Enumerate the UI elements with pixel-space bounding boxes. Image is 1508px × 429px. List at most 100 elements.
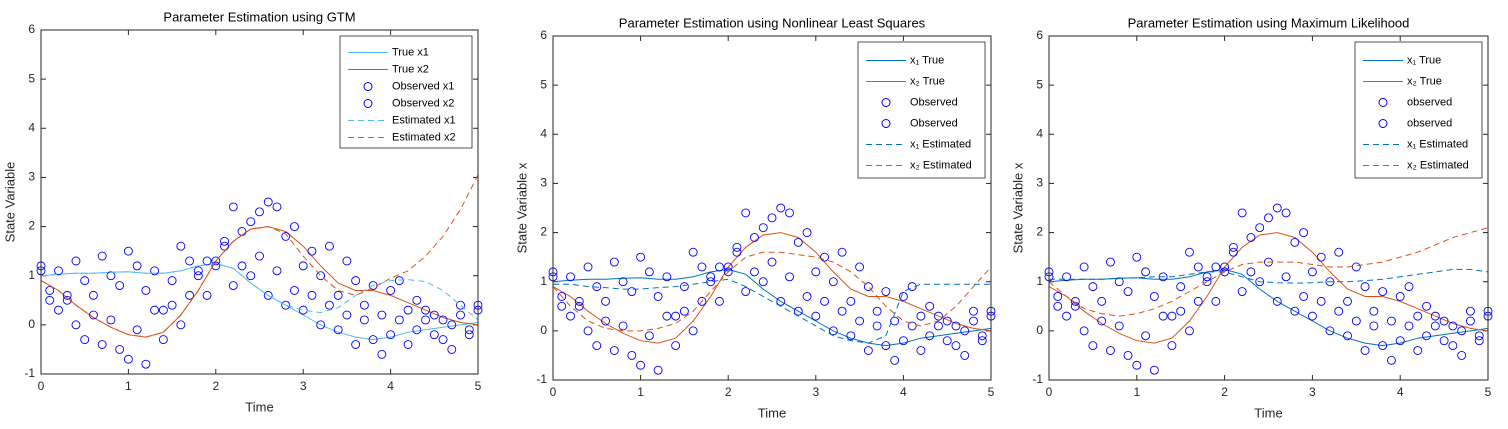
observed-point [750, 267, 759, 277]
observed-point [811, 267, 821, 277]
observed-point [846, 296, 856, 306]
observed-point [1386, 316, 1396, 326]
x-tick-label: 4 [900, 385, 907, 399]
legend-label: Estimated x2 [392, 131, 456, 143]
observed-point [150, 305, 160, 315]
observed-point [324, 241, 334, 251]
observed-point [1404, 282, 1414, 292]
x-tick-label: 1 [1133, 385, 1140, 399]
legend-marker [881, 98, 891, 107]
observed-point [1176, 306, 1186, 316]
observed-point [80, 335, 90, 345]
observed-point [368, 335, 378, 345]
observed-point [1325, 277, 1335, 287]
legend-label: Estimated x1 [392, 114, 456, 126]
observed-point [1149, 292, 1159, 301]
observed-point [123, 354, 133, 364]
observed-point [627, 350, 637, 360]
observed-point [627, 287, 637, 296]
y-tick-label: 2 [540, 225, 547, 239]
axes-box [40, 29, 479, 375]
observed-point [758, 277, 768, 287]
observed-point [1378, 341, 1388, 351]
legend-marker [363, 99, 373, 108]
observed-point [1255, 223, 1265, 233]
observed-point [1343, 331, 1352, 341]
x-tick-label: 2 [725, 385, 732, 399]
observed-point [644, 267, 654, 277]
observed-point [237, 261, 247, 271]
observed-point [697, 296, 707, 306]
observed-point [115, 344, 125, 354]
x-tick-label: 3 [1309, 385, 1316, 399]
observed-point [890, 355, 900, 365]
observed-point [115, 281, 125, 290]
observed-point [132, 325, 142, 335]
legend-box [1354, 41, 1483, 179]
true-line [552, 232, 992, 344]
observed-point [566, 311, 575, 321]
observed-point [828, 326, 838, 336]
observed-point [1132, 252, 1142, 262]
observed-point [776, 203, 786, 213]
observed-point [1141, 267, 1151, 277]
observed-point [193, 271, 203, 281]
observed-point [1299, 292, 1309, 301]
y-tick-label: 0 [28, 317, 35, 331]
legend-label: Observed x1 [392, 80, 454, 92]
observed-point [837, 247, 847, 257]
observed-point [141, 286, 151, 295]
observed-point [447, 344, 457, 354]
observed-point [290, 222, 299, 232]
observed-point [1246, 233, 1256, 242]
observed-point [653, 292, 663, 301]
x-tick-label: 0 [1046, 385, 1053, 399]
panel: Parameter Estimation using GTM Time State … [2, 9, 483, 414]
observed-point [1395, 292, 1405, 301]
x-tick-label: 3 [812, 385, 819, 399]
observed-point [969, 316, 978, 326]
y-axis-label: State Variable x [1010, 162, 1025, 253]
observed-point [1246, 267, 1256, 277]
panel: Parameter Estimation using Nonlinear Lea… [514, 15, 996, 420]
y-tick-label: 0 [1036, 323, 1043, 337]
legend-box [339, 35, 473, 149]
y-tick-label: 3 [1036, 176, 1043, 190]
observed-point [106, 271, 116, 281]
observed-point [688, 326, 698, 336]
observed-point [351, 340, 361, 349]
estimated-line [40, 174, 479, 338]
observed-point [601, 296, 611, 306]
y-tick-label: 6 [1036, 28, 1043, 42]
x-tick-label: 5 [1485, 385, 1492, 399]
observed-point [1193, 296, 1203, 306]
observed-point [412, 295, 422, 305]
observed-point [307, 290, 317, 300]
y-tick-label: 2 [1036, 225, 1043, 239]
observed-point [263, 290, 273, 300]
observed-point [1351, 316, 1361, 326]
observed-point [820, 296, 830, 306]
observed-point [386, 286, 396, 295]
observed-point [106, 315, 116, 325]
observed-point [272, 266, 282, 276]
observed-point [863, 282, 873, 292]
legend-label: x₁ Estimated [910, 138, 971, 150]
observed-point [1167, 341, 1177, 351]
observed-point [767, 257, 777, 267]
observed-point [557, 292, 567, 301]
observed-point [1457, 326, 1467, 336]
legend-label: Observed [910, 117, 958, 129]
observed-point [1088, 341, 1098, 351]
observed-point [1439, 316, 1449, 326]
observed-point [377, 349, 387, 359]
observed-point [1202, 277, 1212, 287]
estimated-line [1048, 227, 1489, 317]
observed-point [697, 262, 707, 272]
observed-point [583, 326, 593, 336]
observed-point [464, 325, 474, 335]
panel: Parameter Estimation using Maximum Likel… [1010, 15, 1493, 420]
y-tick-label: 1 [1036, 274, 1043, 288]
observed-point [1378, 287, 1388, 296]
